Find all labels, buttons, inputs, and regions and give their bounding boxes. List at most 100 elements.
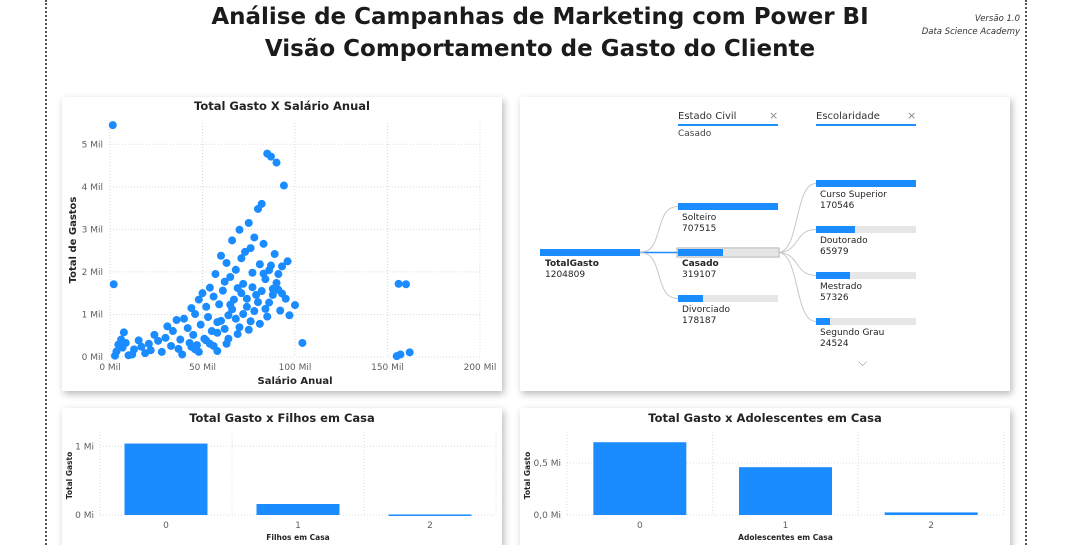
scatter-point <box>250 307 259 316</box>
tree-node-doutorado-value: 65979 <box>820 247 849 257</box>
slicer-estado-civil-label[interactable]: Estado Civil <box>678 111 737 122</box>
y-tick-label: 4 Mil <box>82 183 103 193</box>
tree-connector <box>639 252 679 299</box>
scatter-point <box>222 339 231 348</box>
y-tick-label: 1 Mi <box>75 442 94 452</box>
slicer-escolaridade-underline <box>816 124 916 126</box>
scatter-point <box>265 298 274 307</box>
author-label: Data Science Academy <box>921 27 1020 37</box>
bar-0 <box>124 443 208 515</box>
tree-node-divorciado[interactable]: Divorciado 178187 <box>682 305 730 327</box>
scatter-chart[interactable]: 0 Mil 50 Mil 100 Mil 150 Mil 200 Mil 0 Mil 1 M… <box>62 97 502 391</box>
scatter-point <box>405 348 414 357</box>
scatter-point <box>285 311 294 320</box>
tree-node-curso-superior-title: Curso Superior <box>820 190 887 200</box>
bar-chart-filhos[interactable]: 0 Mi 1 Mi 0 1 2 Filhos em Casa Total Gasto <box>62 408 502 545</box>
scatter-point <box>242 302 251 311</box>
tree-node-curso-superior[interactable]: Curso Superior 170546 <box>820 190 887 212</box>
level1-bar-fill <box>678 295 703 302</box>
tree-node-root-title: TotalGasto <box>545 259 599 269</box>
scatter-point <box>268 290 277 299</box>
scatter-chart-card[interactable]: Total Gasto X Salário Anual 0 Mil 50 Mil 1… <box>62 97 502 391</box>
tree-node-root-value: 1204809 <box>545 270 586 280</box>
scatter-point <box>146 346 155 355</box>
scatter-point <box>161 333 170 342</box>
tree-node-segundo-grau-title: Segundo Grau <box>820 328 885 338</box>
scatter-point <box>189 330 198 339</box>
scatter-point <box>270 250 279 259</box>
x-tick-label: 1 <box>783 521 789 531</box>
tree-node-divorciado-title: Divorciado <box>682 305 730 315</box>
scatter-chart-title: Total Gasto X Salário Anual <box>194 99 370 113</box>
scatter-point <box>235 323 244 332</box>
scatter-point <box>255 260 264 269</box>
scatter-point <box>239 279 248 288</box>
y-tick-label: 0 Mil <box>82 353 103 363</box>
tree-node-solteiro[interactable]: Solteiro 707515 <box>682 213 716 235</box>
scatter-point <box>108 121 117 130</box>
y-tick-label: 0 Mi <box>75 511 94 521</box>
scatter-point <box>226 273 235 282</box>
slicer-escolaridade-label[interactable]: Escolaridade <box>816 111 880 122</box>
scatter-point <box>272 158 281 167</box>
x-tick-label: 150 Mil <box>371 363 404 373</box>
scatter-point <box>266 261 275 270</box>
slicer-estado-civil-underline <box>678 124 778 126</box>
scatter-point <box>237 254 246 263</box>
tree-connector <box>777 183 817 253</box>
scatter-point <box>109 280 118 289</box>
scatter-point <box>254 298 262 307</box>
scatter-point <box>222 258 231 267</box>
y-axis-label: Total de Gastos <box>68 197 79 284</box>
bar-chart-filhos-card[interactable]: Total Gasto x Filhos em Casa 0 Mi 1 Mi 0 1 2… <box>62 408 502 545</box>
scatter-point <box>259 269 268 278</box>
bar-chart-adolescentes-card[interactable]: Total Gasto x Adolescentes em Casa 0,0 M… <box>520 408 1010 545</box>
page-border-left <box>45 0 47 545</box>
scatter-point <box>213 347 222 356</box>
scatter-point <box>266 152 275 161</box>
scatter-point <box>134 336 143 345</box>
x-tick-label: 1 <box>295 521 301 531</box>
scatter-point <box>244 218 253 227</box>
tree-node-solteiro-title: Solteiro <box>682 213 717 223</box>
scatter-point <box>274 270 283 279</box>
slicer-escolaridade-clear-icon[interactable]: × <box>907 109 917 122</box>
tree-node-solteiro-value: 707515 <box>682 224 717 234</box>
x-tick-label: 0 Mil <box>99 363 120 373</box>
x-tick-label: 50 Mil <box>189 363 216 373</box>
scatter-point <box>228 236 237 245</box>
slicer-estado-civil-clear-icon[interactable]: × <box>769 109 779 122</box>
x-tick-label: 0 <box>163 521 169 531</box>
bar-2 <box>388 514 472 516</box>
tree-node-segundo-grau[interactable]: Segundo Grau 24524 <box>820 328 884 350</box>
tree-node-curso-superior-value: 170546 <box>820 201 855 211</box>
level2-bar-track <box>816 272 916 279</box>
scatter-point <box>250 233 259 242</box>
tree-node-mestrado[interactable]: Mestrado 57326 <box>820 282 862 304</box>
expand-chevron-icon[interactable]: ⌵ <box>858 355 868 369</box>
scatter-point <box>239 310 248 319</box>
scatter-point <box>233 330 242 339</box>
slicer-estado-civil-value: Casado <box>678 129 712 139</box>
scatter-point <box>213 328 222 337</box>
scatter-point <box>218 286 227 295</box>
y-tick-label: 0,5 Mi <box>534 459 561 469</box>
scatter-point <box>257 199 266 208</box>
tree-node-segundo-grau-value: 24524 <box>820 339 849 349</box>
scatter-point <box>278 262 287 271</box>
y-tick-label: 0,0 Mi <box>534 511 561 521</box>
version-info: Versão 1.0 Data Science Academy <box>922 13 1020 39</box>
scatter-point <box>298 338 307 347</box>
decomposition-tree-card[interactable]: Estado Civil × Casado Escolaridade × Tot… <box>520 97 1010 391</box>
scatter-point <box>191 310 200 319</box>
scatter-point <box>237 289 246 298</box>
tree-node-root[interactable]: TotalGasto 1204809 <box>545 259 599 281</box>
scatter-point <box>276 306 285 315</box>
tree-node-casado[interactable]: Casado 319107 <box>682 259 719 281</box>
x-tick-label: 200 Mil <box>464 363 497 373</box>
scatter-point <box>396 350 405 359</box>
tree-node-doutorado[interactable]: Doutorado 65979 <box>820 236 868 258</box>
tree-node-casado-title: Casado <box>682 259 719 269</box>
scatter-point <box>217 316 225 325</box>
